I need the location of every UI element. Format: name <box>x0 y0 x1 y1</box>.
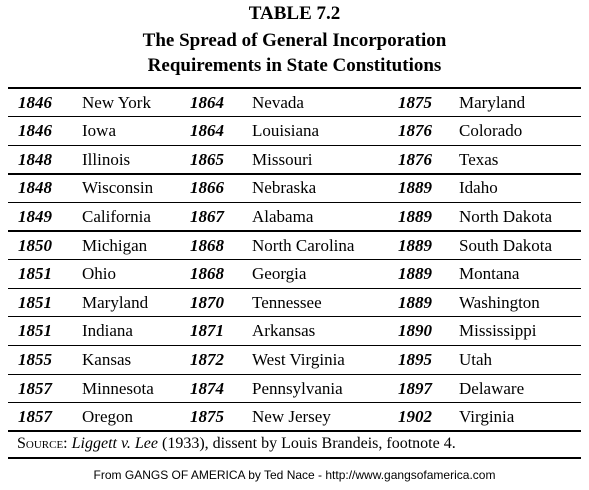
footer: From GANGS OF AMERICA by Ted Nace - http… <box>93 468 496 482</box>
state-cell: California <box>82 206 151 226</box>
source-note: Source: Liggett v. Lee (1933), dissent b… <box>17 432 456 456</box>
state-cell: South Dakota <box>459 235 553 255</box>
year-cell: 1889 <box>398 292 432 312</box>
year-cell: 1868 <box>190 235 224 255</box>
state-cell: Indiana <box>82 321 133 341</box>
year-cell: 1866 <box>190 178 224 198</box>
year-cell: 1872 <box>190 349 224 369</box>
state-cell: Michigan <box>82 235 148 255</box>
row-rule <box>8 259 581 261</box>
year-cell: 1857 <box>18 378 52 398</box>
state-cell: Mississippi <box>459 321 537 341</box>
year-cell: 1864 <box>190 92 224 112</box>
year-cell: 1871 <box>190 321 224 341</box>
state-cell: Missouri <box>252 149 313 169</box>
row-rule <box>8 316 581 318</box>
row-rule <box>8 344 581 346</box>
year-cell: 1849 <box>18 206 52 226</box>
state-cell: Georgia <box>252 264 307 284</box>
state-cell: Kansas <box>82 349 132 369</box>
state-cell: Washington <box>459 292 540 312</box>
year-cell: 1876 <box>398 121 432 141</box>
state-cell: Louisiana <box>252 121 320 141</box>
year-cell: 1855 <box>18 349 52 369</box>
case-name: Liggett v. Lee <box>71 435 158 452</box>
year-cell: 1876 <box>398 149 432 169</box>
year-cell: 1848 <box>18 149 52 169</box>
state-cell: New Jersey <box>252 407 331 427</box>
state-cell: Oregon <box>82 407 133 427</box>
year-cell: 1864 <box>190 121 224 141</box>
state-cell: Pennsylvania <box>252 378 343 398</box>
state-cell: Virginia <box>459 407 515 427</box>
source-label: Source: <box>17 435 68 452</box>
state-cell: Idaho <box>459 178 498 198</box>
year-cell: 1851 <box>18 321 52 341</box>
state-cell: Montana <box>459 264 520 284</box>
row-rule <box>8 402 581 404</box>
year-cell: 1846 <box>18 92 52 112</box>
state-cell: Iowa <box>82 121 116 141</box>
year-cell: 1902 <box>398 407 432 427</box>
state-cell: Delaware <box>459 378 525 398</box>
year-cell: 1889 <box>398 206 432 226</box>
year-cell: 1889 <box>398 264 432 284</box>
state-cell: North Dakota <box>459 206 553 226</box>
year-cell: 1875 <box>190 407 224 427</box>
state-cell: Ohio <box>82 264 116 284</box>
state-cell: West Virginia <box>252 349 345 369</box>
row-rule <box>8 116 581 118</box>
year-cell: 1875 <box>398 92 432 112</box>
state-cell: Maryland <box>459 92 526 112</box>
year-cell: 1868 <box>190 264 224 284</box>
state-cell: Colorado <box>459 121 523 141</box>
year-cell: 1890 <box>398 321 432 341</box>
year-cell: 1895 <box>398 349 432 369</box>
year-cell: 1846 <box>18 121 52 141</box>
year-cell: 1874 <box>190 378 224 398</box>
state-cell: Minnesota <box>82 378 154 398</box>
year-cell: 1851 <box>18 292 52 312</box>
state-cell: Arkansas <box>252 321 316 341</box>
thick-rule <box>8 430 581 433</box>
state-cell: Illinois <box>82 149 131 169</box>
row-rule <box>8 144 581 146</box>
bottom-rule <box>8 457 581 459</box>
year-cell: 1851 <box>18 264 52 284</box>
state-cell: Texas <box>459 149 499 169</box>
year-cell: 1889 <box>398 178 432 198</box>
state-cell: Nevada <box>252 92 304 112</box>
year-cell: 1857 <box>18 407 52 427</box>
source-text: (1933), dissent by Louis Brandeis, footn… <box>157 435 456 452</box>
state-cell: Maryland <box>82 292 149 312</box>
year-cell: 1848 <box>18 178 52 198</box>
thick-rule <box>8 87 581 89</box>
year-cell: 1865 <box>190 149 224 169</box>
year-cell: 1870 <box>190 292 224 312</box>
row-rule <box>8 287 581 289</box>
table-title: The Spread of General Incorporation <box>142 30 447 51</box>
state-cell: New York <box>82 92 151 112</box>
year-cell: 1867 <box>190 206 224 226</box>
thick-rule <box>8 230 581 232</box>
thick-rule <box>8 172 581 175</box>
row-rule <box>8 201 581 203</box>
table-title: Requirements in State Constitutions <box>147 55 442 76</box>
state-cell: Utah <box>459 349 493 369</box>
year-cell: 1897 <box>398 378 432 398</box>
year-cell: 1889 <box>398 235 432 255</box>
state-cell: North Carolina <box>252 235 355 255</box>
year-cell: 1850 <box>18 235 52 255</box>
state-cell: Wisconsin <box>82 178 154 198</box>
state-cell: Tennessee <box>252 292 322 312</box>
state-cell: Alabama <box>252 206 314 226</box>
row-rule <box>8 373 581 375</box>
state-cell: Nebraska <box>252 178 317 198</box>
table-label: TABLE 7.2 <box>248 3 341 24</box>
